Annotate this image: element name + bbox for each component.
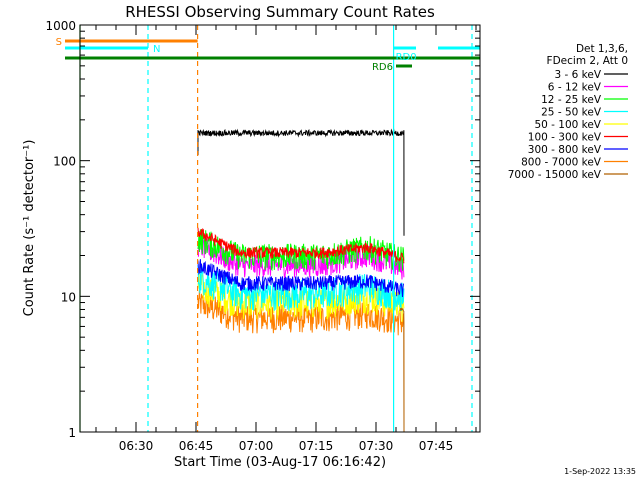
legend-label-0: 3 - 6 keV xyxy=(554,69,601,81)
plot-background xyxy=(80,25,480,432)
axis-frame xyxy=(79,24,481,433)
legend-label-8: 7000 - 15000 keV xyxy=(508,169,602,181)
legend-header-1: FDecim 2, Att 0 xyxy=(547,55,628,67)
x-tick-label-1: 06:45 xyxy=(179,439,214,453)
y-tick-label-1: 10 xyxy=(61,290,76,304)
x-tick-label-4: 07:30 xyxy=(359,439,394,453)
legend-label-2: 12 - 25 keV xyxy=(541,94,602,106)
flag-label-0: S xyxy=(56,37,62,48)
legend-label-4: 50 - 100 keV xyxy=(534,119,601,131)
plot-area xyxy=(80,25,480,432)
chart-title: RHESSI Observing Summary Count Rates xyxy=(125,3,435,21)
legend-header-0: Det 1,3,6, xyxy=(576,43,628,55)
series-group xyxy=(197,128,405,433)
series-line-5 xyxy=(197,227,405,264)
x-tick-label-2: 07:00 xyxy=(239,439,274,453)
footer-timestamp: 1-Sep-2022 13:35 xyxy=(564,467,636,476)
series-line-3 xyxy=(197,264,405,312)
series-line-0 xyxy=(197,128,405,236)
axes: 1 10 100 1000 06:30 06:45 07:00 07:15 07:30 07:45 xyxy=(45,19,481,453)
legend-label-5: 100 - 300 keV xyxy=(528,132,602,144)
legend-label-1: 6 - 12 keV xyxy=(548,82,602,94)
legend-label-3: 25 - 50 keV xyxy=(541,107,602,119)
x-tick-label-3: 07:15 xyxy=(299,439,334,453)
x-tick-label-0: 06:30 xyxy=(119,439,154,453)
y-tick-label-2: 100 xyxy=(53,155,76,169)
series-line-8 xyxy=(399,307,405,433)
flag-label-5: RD6 xyxy=(372,62,393,73)
legend-label-7: 800 - 7000 keV xyxy=(521,157,602,169)
y-tick-label-0: 1 xyxy=(68,426,76,440)
flag-label-3: RD0 xyxy=(396,52,417,63)
series-line-1 xyxy=(197,236,405,280)
y-tick-label-3: 1000 xyxy=(45,19,76,33)
x-axis-label: Start Time (03-Aug-17 06:16:42) xyxy=(174,455,386,470)
flag-label-1: N xyxy=(153,44,160,55)
series-line-6 xyxy=(197,259,404,298)
y-axis-label: Count Rate (s⁻¹ detector⁻¹) xyxy=(22,140,37,317)
legend-label-6: 300 - 800 keV xyxy=(528,144,602,156)
x-tick-label-5: 07:45 xyxy=(419,439,454,453)
